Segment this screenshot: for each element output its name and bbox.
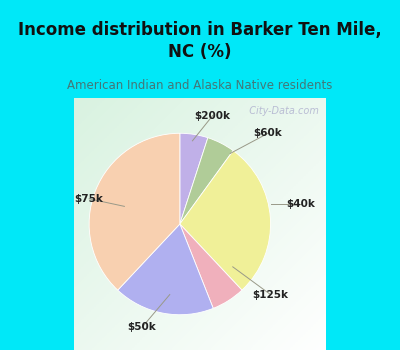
- Wedge shape: [89, 133, 180, 290]
- Wedge shape: [180, 133, 208, 224]
- Text: $40k: $40k: [286, 199, 315, 209]
- Text: $200k: $200k: [195, 111, 231, 121]
- Text: $60k: $60k: [254, 128, 282, 138]
- Text: City-Data.com: City-Data.com: [242, 106, 318, 116]
- Text: $50k: $50k: [128, 322, 156, 332]
- Wedge shape: [180, 138, 233, 224]
- Text: Income distribution in Barker Ten Mile,
NC (%): Income distribution in Barker Ten Mile, …: [18, 21, 382, 61]
- Text: $75k: $75k: [75, 194, 104, 204]
- Wedge shape: [180, 150, 270, 290]
- Text: $125k: $125k: [252, 289, 288, 300]
- Wedge shape: [118, 224, 213, 315]
- Text: American Indian and Alaska Native residents: American Indian and Alaska Native reside…: [67, 79, 333, 92]
- Wedge shape: [180, 224, 242, 308]
